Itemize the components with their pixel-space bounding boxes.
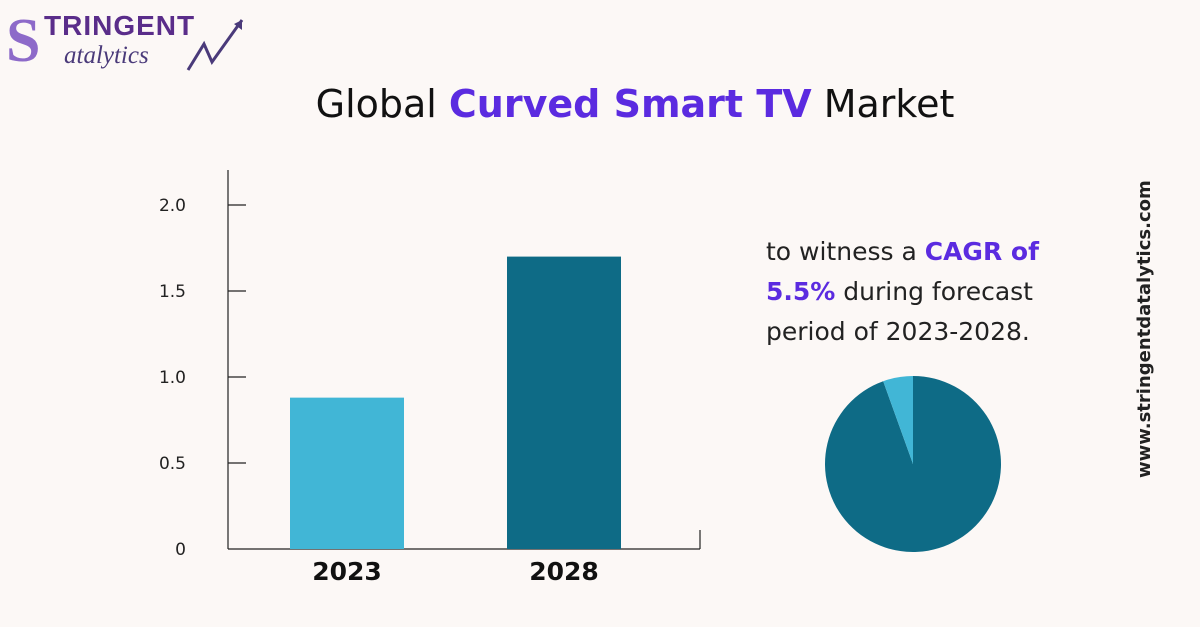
pie-slice-1 (883, 376, 913, 464)
cagr-highlight: CAGR of 5.5% (766, 237, 1039, 306)
y-tick-label: 1.0 (159, 368, 186, 388)
company-logo: S TRINGENT atalytics (6, 8, 256, 74)
y-tick-label: 1.5 (159, 282, 186, 302)
website-url: www.stringentdatalytics.com (1134, 180, 1155, 478)
bar-2023 (290, 397, 404, 549)
pie-chart (824, 376, 1001, 553)
logo-word-1: TRINGENT (44, 10, 196, 41)
logo-s-glyph: S (6, 7, 41, 75)
cagr-text-part2: during forecast period of 2023-2028. (766, 277, 1033, 346)
y-tick-label: 2.0 (159, 196, 186, 216)
y-tick-label: 0.5 (159, 454, 186, 474)
pie-slice-0 (824, 376, 1001, 553)
title-prefix: Global (315, 82, 449, 126)
title-highlight: Curved Smart TV (448, 82, 812, 126)
bar-2028 (507, 256, 621, 549)
cagr-text-part1: to witness a (766, 237, 925, 266)
y-tick-label: 0 (175, 540, 186, 560)
logo-arrow-icon (186, 19, 244, 71)
title-suffix: Market (811, 82, 955, 126)
cagr-statement: to witness a CAGR of 5.5% during forecas… (766, 232, 1086, 352)
logo-word-2: atalytics (64, 42, 149, 69)
x-category-label: 2028 (529, 557, 599, 586)
x-category-label: 2023 (312, 557, 382, 586)
page-title: Global Curved Smart TV Market (0, 82, 1200, 126)
